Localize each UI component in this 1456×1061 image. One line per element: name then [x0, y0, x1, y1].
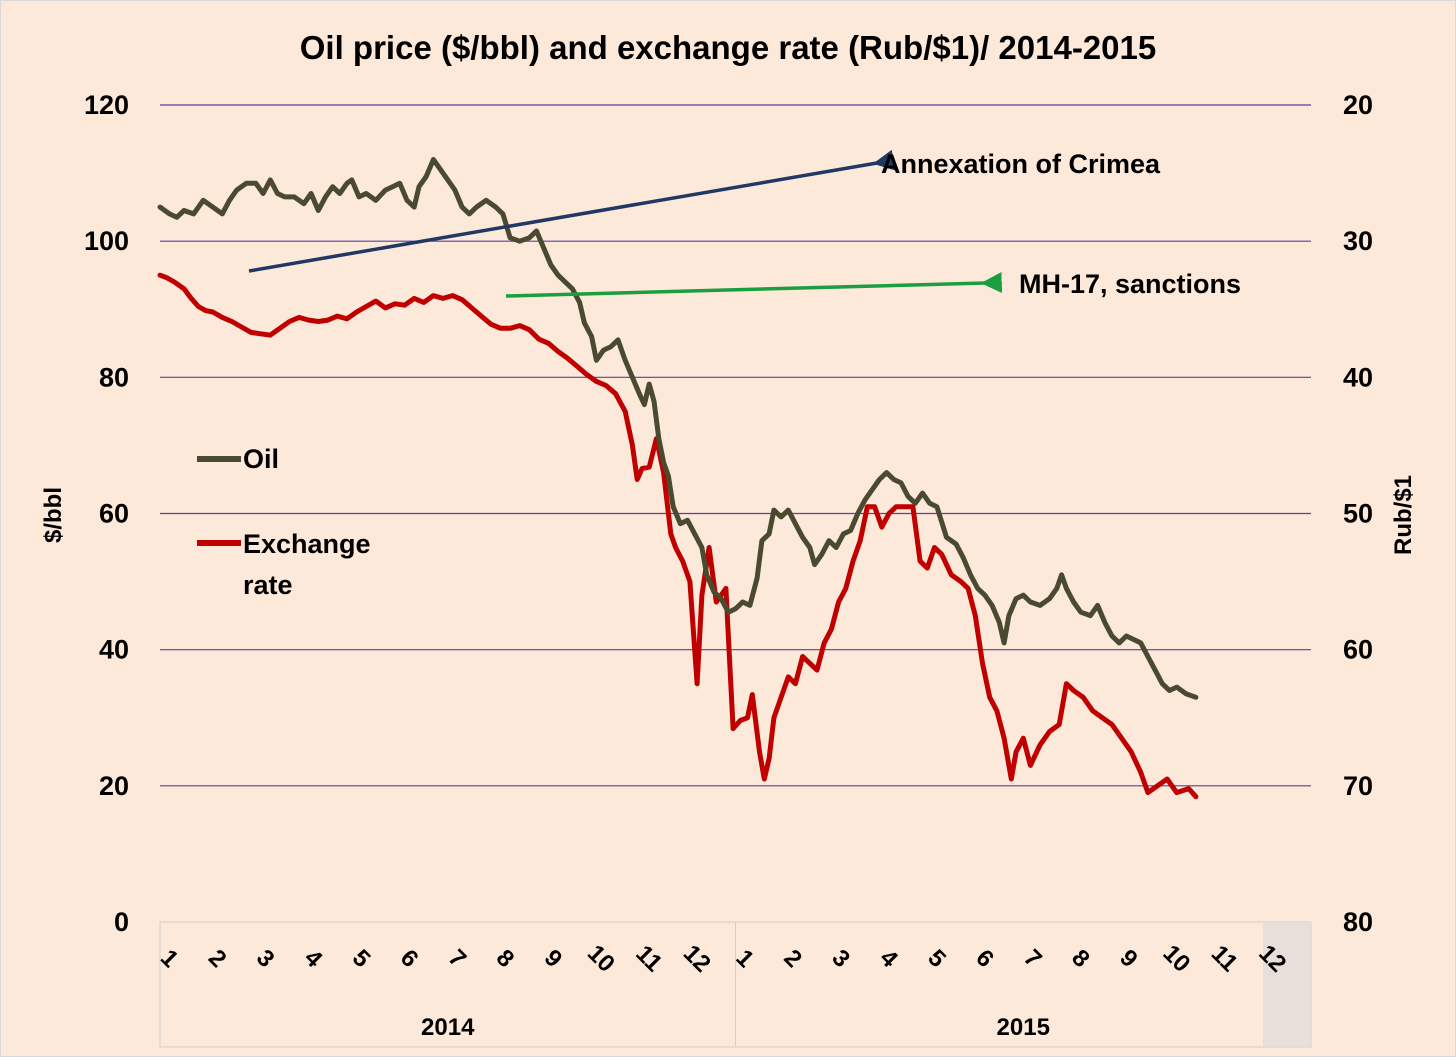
right-axis-ticks: 80 70 60 50 40 30 20 — [1343, 90, 1373, 937]
x-tick-label: 7 — [1018, 944, 1047, 973]
left-tick-label: 60 — [99, 499, 129, 529]
right-axis-label: Rub/$1 — [1390, 475, 1417, 555]
x-axis-box — [159, 921, 1312, 1048]
crimea-arrow — [248, 149, 896, 273]
right-tick-label: 40 — [1343, 362, 1373, 392]
crimea-annotation: Annexation of Crimea — [881, 149, 1161, 179]
chart-title: Oil price ($/bbl) and exchange rate (Rub… — [300, 29, 1156, 66]
year-label: 2014 — [421, 1014, 475, 1041]
x-tick-label: 4 — [299, 944, 328, 973]
x-tick-label: 6 — [970, 944, 999, 973]
year-labels: 2014 2015 — [421, 1014, 1050, 1041]
left-tick-label: 40 — [99, 635, 129, 665]
x-tick-label: 2 — [203, 944, 232, 973]
legend-fx-label-line: Exchange — [243, 529, 371, 559]
left-axis-label: $/bbl — [40, 487, 67, 543]
x-tick-label: 9 — [1114, 944, 1143, 973]
year-label: 2015 — [997, 1014, 1050, 1041]
left-tick-label: 20 — [99, 771, 129, 801]
legend-oil-label: Oil — [243, 444, 279, 474]
right-tick-label: 30 — [1343, 226, 1373, 256]
series-layer — [157, 157, 1199, 800]
x-tick-label: 7 — [443, 944, 472, 973]
x-tick-label: 9 — [539, 944, 568, 973]
x-tick-label: 11 — [630, 940, 667, 977]
oil-line — [157, 157, 1199, 700]
left-tick-label: 0 — [114, 907, 129, 937]
x-tick-label: 11 — [1206, 940, 1243, 977]
x-tick-label: 4 — [874, 944, 903, 973]
x-tick-label: 5 — [922, 944, 951, 973]
exchange-rate-line — [157, 272, 1199, 800]
x-tick-label: 5 — [347, 944, 376, 973]
x-axis-shaded-region — [1263, 922, 1311, 1047]
x-tick-label: 10 — [582, 940, 620, 978]
right-tick-label: 60 — [1343, 635, 1373, 665]
legend-fx-label: Exchange rate — [243, 529, 371, 600]
legend: Oil Exchange rate — [197, 444, 371, 600]
x-tick-label: 3 — [826, 944, 855, 973]
legend-fx-label-line: rate — [243, 570, 293, 600]
x-tick-label: 1 — [731, 944, 760, 973]
left-tick-label: 120 — [84, 90, 129, 120]
left-tick-label: 100 — [84, 226, 129, 256]
x-tick-label: 12 — [678, 940, 716, 978]
x-tick-label: 1 — [155, 944, 184, 973]
x-tick-label: 3 — [251, 944, 280, 973]
sanctions-annotation: MH-17, sanctions — [1019, 269, 1241, 299]
right-tick-label: 80 — [1343, 907, 1373, 937]
x-tick-label: 8 — [1066, 944, 1095, 973]
left-axis-ticks: 0 20 40 60 80 100 120 — [84, 90, 129, 937]
grid-lines — [160, 104, 1311, 787]
right-tick-label: 20 — [1343, 90, 1373, 120]
x-tick-label: 2 — [778, 944, 807, 973]
annotation-layer: Annexation of Crimea MH-17, sanctions — [248, 149, 1241, 299]
x-tick-label: 6 — [395, 944, 424, 973]
x-axis-ticks: 1 2 3 4 5 6 7 8 9 10 11 12 1 2 3 4 5 6 7 8 9 10 11 12 — [155, 940, 1291, 978]
right-tick-label: 70 — [1343, 771, 1373, 801]
left-tick-label: 80 — [99, 362, 129, 392]
sanctions-arrow — [505, 272, 1003, 298]
x-tick-label: 10 — [1157, 940, 1195, 978]
right-tick-label: 50 — [1343, 499, 1373, 529]
x-tick-label: 8 — [491, 944, 520, 973]
